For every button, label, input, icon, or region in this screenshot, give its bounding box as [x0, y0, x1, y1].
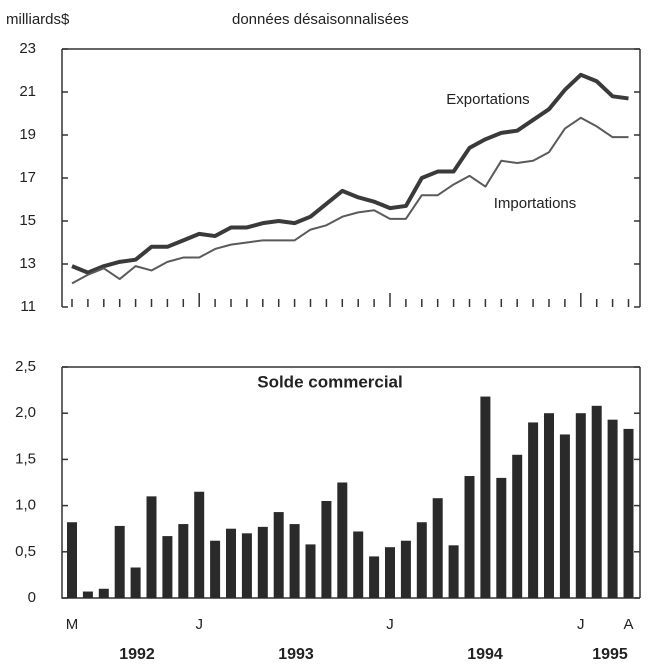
bar — [146, 496, 157, 598]
bar — [416, 522, 427, 598]
x-tick-label: M — [66, 616, 79, 633]
bar — [162, 536, 173, 598]
bar — [305, 544, 316, 598]
x-tick-label: A — [623, 616, 633, 633]
x-tick-label: J — [195, 616, 203, 633]
frame — [61, 48, 641, 307]
y-tick-label: 0 — [28, 589, 36, 606]
y-tick-label: 2,0 — [15, 404, 36, 421]
line-series — [71, 72, 629, 275]
bar — [559, 434, 570, 598]
y-tick-label: 17 — [19, 169, 36, 186]
bar — [178, 524, 189, 598]
year-label: 1992 — [119, 646, 155, 663]
bar — [289, 524, 300, 598]
bar — [130, 567, 141, 598]
bar — [512, 454, 523, 598]
y-tick-label: 11 — [20, 298, 36, 315]
y-tick-label: 13 — [19, 255, 36, 272]
bar — [353, 531, 364, 598]
bar — [82, 591, 93, 598]
bar — [496, 477, 507, 598]
y-tick-label: 1,5 — [15, 450, 36, 467]
year-label: 1993 — [278, 646, 314, 663]
bar — [464, 476, 475, 598]
bar — [337, 482, 348, 598]
bar — [400, 540, 411, 598]
bar — [591, 405, 602, 598]
y-tick-label: 2,5 — [15, 358, 36, 375]
bar — [575, 413, 586, 598]
line-series — [71, 116, 629, 285]
bar — [98, 588, 109, 598]
y-tick-label: 0,5 — [15, 543, 36, 560]
y-tick-label: 1,0 — [15, 497, 36, 514]
bar — [241, 533, 252, 598]
year-label: 1994 — [467, 646, 503, 663]
bar — [480, 396, 491, 598]
y-tick-label: 23 — [19, 40, 36, 57]
bar — [385, 547, 395, 598]
year-label: 1995 — [592, 646, 628, 663]
subtitle: données désaisonnalisées — [232, 11, 409, 28]
bar — [528, 422, 539, 598]
bar — [226, 528, 236, 598]
y-tick-label: 19 — [19, 126, 36, 143]
bar — [623, 428, 634, 598]
bar — [369, 556, 380, 598]
bar — [432, 498, 443, 598]
bar — [210, 540, 221, 598]
bar — [67, 522, 77, 598]
bar — [544, 413, 554, 598]
bar — [194, 491, 205, 598]
series-label: Importations — [494, 195, 577, 212]
bar — [321, 500, 332, 598]
y-tick-label: 15 — [19, 212, 36, 229]
y-tick-label: 21 — [19, 83, 36, 100]
y-axis-label: milliards$ — [6, 11, 70, 28]
bar — [607, 419, 618, 598]
bar — [114, 525, 125, 598]
bar — [257, 526, 268, 598]
chart-title: Solde commercial — [257, 372, 403, 391]
bar — [448, 545, 459, 598]
x-tick-label: J — [386, 616, 394, 633]
x-tick-label: J — [577, 616, 585, 633]
series-label: Exportations — [446, 91, 529, 108]
bar — [273, 512, 284, 598]
